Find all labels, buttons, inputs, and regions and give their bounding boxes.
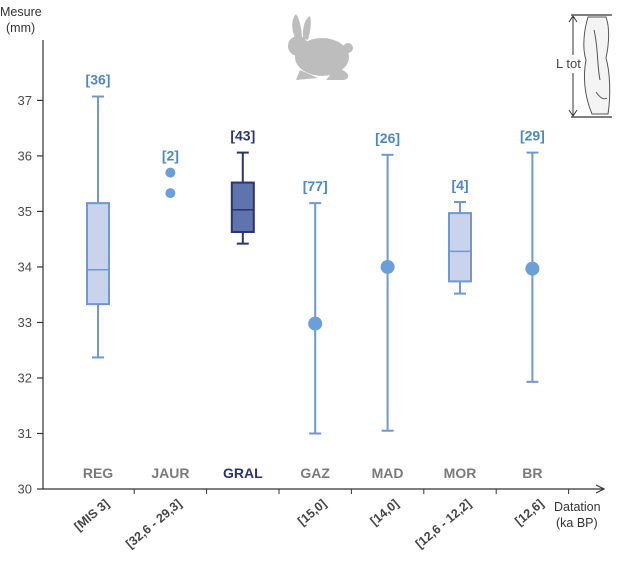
- chart-groups: [36] REG [MIS 3] [2] JAUR [32,6 - 29,3] [43] GR…: [72, 72, 547, 552]
- y-tick-label: 31: [18, 426, 32, 441]
- y-tick-label: 30: [18, 482, 32, 497]
- mean-dot: [525, 261, 540, 276]
- date-label: [12,6 - 12,2]: [413, 497, 474, 551]
- bone-inset: L tot: [554, 14, 612, 118]
- y-tick-label: 33: [18, 315, 32, 330]
- x-ticks: [133, 489, 570, 494]
- bone-icon: [568, 14, 612, 118]
- hare-silhouette-icon: [288, 14, 353, 80]
- count-label: [36]: [86, 72, 111, 88]
- count-label: [43]: [230, 128, 255, 144]
- category-label: BR: [522, 465, 542, 481]
- category-label: MAD: [372, 465, 404, 481]
- box: [230, 181, 255, 233]
- x-axis: [43, 484, 606, 494]
- y-ticks: 30 31 32 33 34 35 36 37: [18, 93, 43, 497]
- count-label: [77]: [303, 178, 328, 194]
- mean-dot: [308, 316, 323, 331]
- category-label: MOR: [444, 465, 477, 481]
- x-axis-title-line2: (ka BP): [556, 516, 598, 530]
- y-tick-label: 32: [18, 370, 32, 385]
- count-label: [4]: [451, 177, 468, 193]
- count-label: [29]: [520, 128, 545, 144]
- y-tick-label: 36: [18, 148, 32, 163]
- inset-label: L tot: [556, 56, 581, 71]
- data-point: [165, 167, 176, 178]
- category-label: REG: [83, 465, 113, 481]
- group-reg: [36] REG [MIS 3]: [72, 72, 114, 534]
- category-label: JAUR: [151, 465, 189, 481]
- group-br: [29] BR [12,6]: [512, 128, 546, 529]
- category-label: GRAL: [223, 465, 263, 481]
- y-tick-label: 35: [18, 204, 32, 219]
- y-axis: 30 31 32 33 34 35 36 37: [18, 40, 44, 497]
- group-mad: [26] MAD [14,0]: [368, 130, 404, 528]
- y-axis-title-line1: Mesure: [0, 5, 42, 19]
- data-point: [165, 188, 176, 199]
- group-jaur: [2] JAUR [32,6 - 29,3]: [123, 148, 189, 551]
- group-gral: [43] GRAL: [223, 128, 263, 481]
- y-tick-label: 34: [18, 259, 32, 274]
- box: [86, 202, 110, 306]
- date-label: [15,0]: [295, 497, 329, 529]
- mean-dot: [380, 259, 395, 274]
- date-label: [12,6]: [512, 497, 546, 529]
- date-label: [32,6 - 29,3]: [123, 497, 184, 551]
- box: [448, 212, 472, 283]
- category-label: GAZ: [300, 465, 330, 481]
- date-label: [14,0]: [368, 497, 402, 529]
- y-axis-title-line2: (mm): [6, 21, 35, 35]
- group-gaz: [77] GAZ [15,0]: [295, 178, 330, 528]
- count-label: [2]: [162, 148, 179, 164]
- count-label: [26]: [375, 130, 400, 146]
- group-mor: [4] MOR [12,6 - 12,2]: [413, 177, 477, 551]
- x-axis-title-line1: Datation: [554, 500, 601, 514]
- y-tick-label: 37: [18, 93, 32, 108]
- date-label: [MIS 3]: [72, 497, 112, 534]
